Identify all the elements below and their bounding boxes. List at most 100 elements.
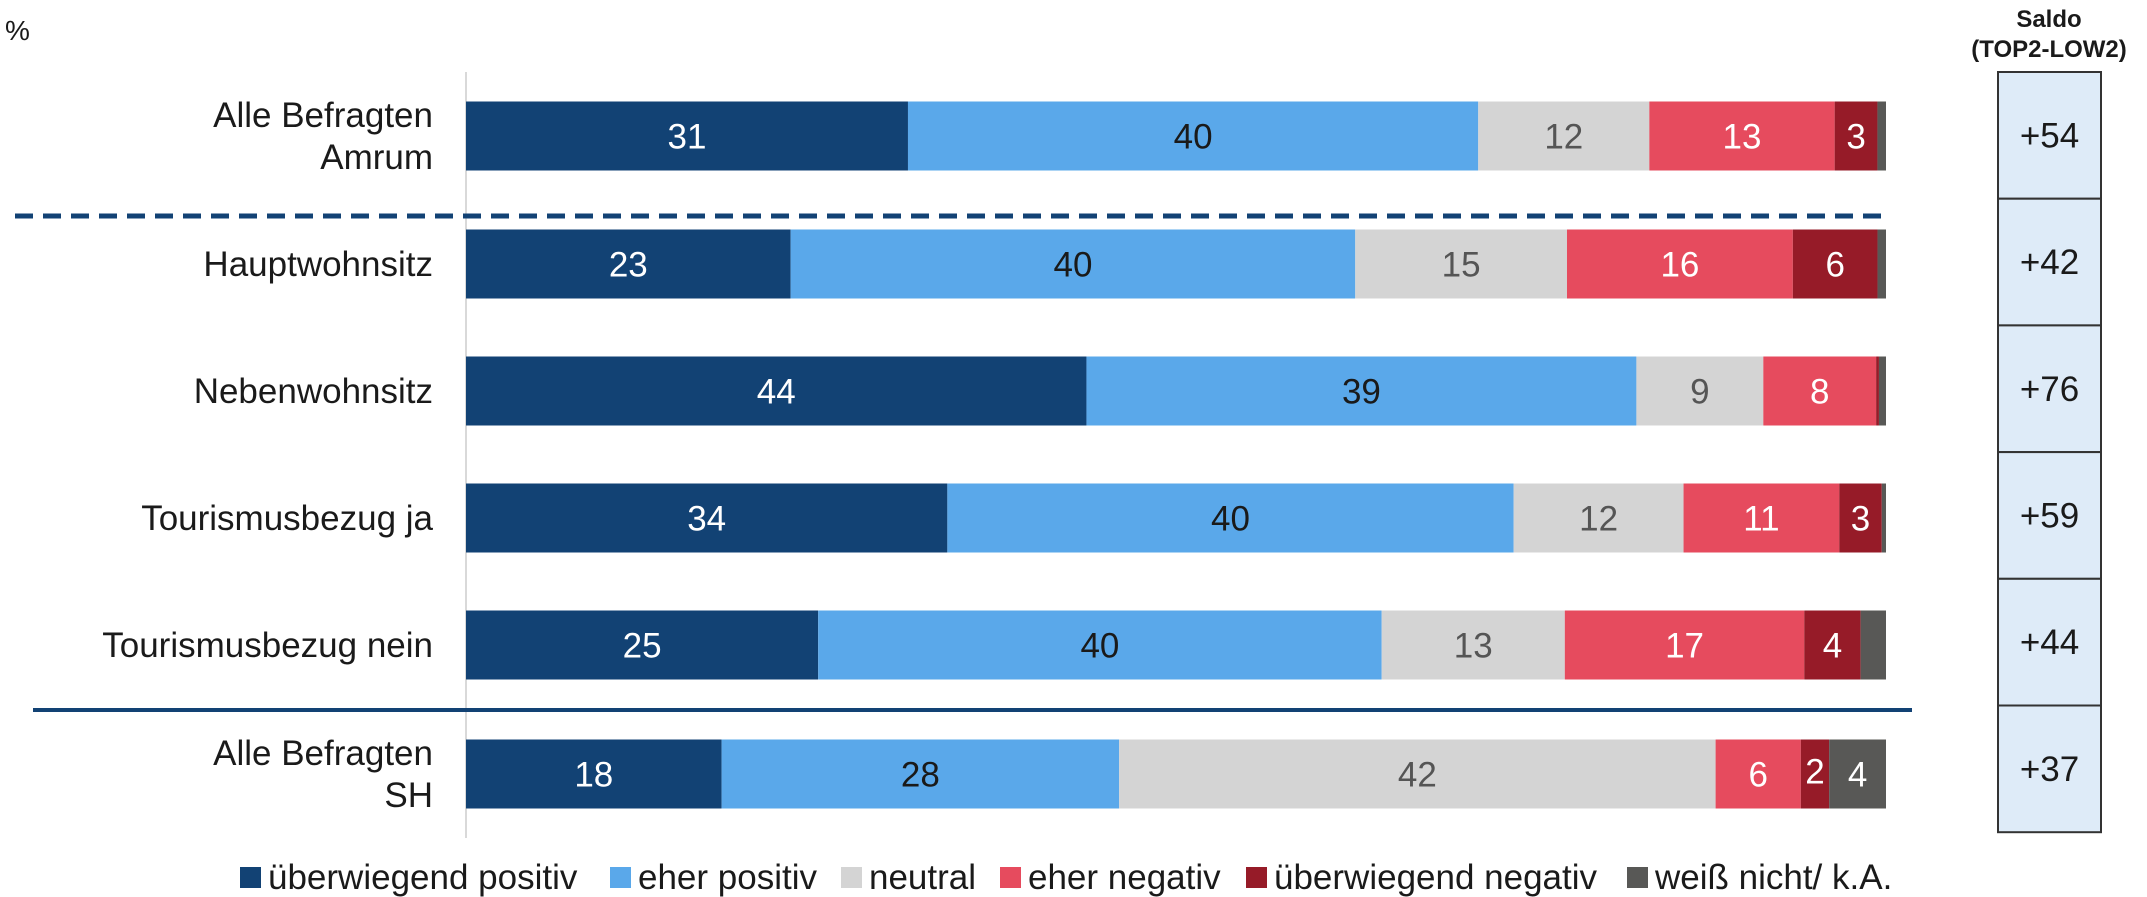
bar-segment bbox=[1860, 610, 1886, 680]
bar-segment bbox=[1636, 356, 1764, 426]
bar-segment bbox=[466, 229, 791, 299]
segment-labels: 31 40 12 13 323 40 15 16 644 39 9 834 40 12 11 325 40 13 1… bbox=[574, 118, 1870, 795]
category-label-line: Amrum bbox=[320, 138, 433, 177]
bar-segment bbox=[1800, 739, 1830, 809]
bar-segment bbox=[1839, 483, 1882, 553]
data-label: 3 bbox=[1851, 500, 1870, 539]
bar-segment bbox=[1715, 739, 1801, 809]
bar-segment bbox=[1804, 610, 1861, 680]
bar-segment bbox=[1119, 739, 1716, 809]
category-label-line: Hauptwohnsitz bbox=[203, 245, 433, 284]
bar-segment bbox=[1878, 356, 1886, 426]
legend-label: neutral bbox=[869, 858, 976, 897]
data-label: 23 bbox=[609, 246, 648, 285]
data-label: 4 bbox=[1823, 627, 1842, 666]
category-label-line: Tourismusbezug ja bbox=[141, 499, 433, 538]
category-label-line: Nebenwohnsitz bbox=[194, 372, 433, 411]
saldo-cell bbox=[1997, 451, 2102, 580]
bar-segment bbox=[1829, 739, 1886, 809]
legend-label: eher negativ bbox=[1028, 858, 1221, 897]
data-label: 15 bbox=[1442, 246, 1481, 285]
bar-segment bbox=[818, 610, 1382, 680]
data-label: 13 bbox=[1454, 627, 1493, 666]
unit-label: % bbox=[5, 15, 30, 46]
category-label: Alle Befragten Amrum bbox=[213, 96, 433, 177]
bar-segment bbox=[1763, 356, 1877, 426]
legend-label: überwiegend positiv bbox=[268, 858, 578, 897]
bar-segment bbox=[790, 229, 1356, 299]
data-label: 40 bbox=[1174, 118, 1213, 157]
data-label: 39 bbox=[1342, 373, 1381, 412]
saldo-value: +76 bbox=[2020, 370, 2079, 409]
bar-segment bbox=[466, 483, 948, 553]
legend-swatch bbox=[841, 867, 862, 888]
bar-segment bbox=[1564, 610, 1805, 680]
saldo-cell bbox=[1997, 704, 2102, 834]
data-label: 40 bbox=[1211, 500, 1250, 539]
saldo-value: +54 bbox=[2020, 116, 2079, 155]
data-label: 42 bbox=[1398, 756, 1437, 795]
data-label: 3 bbox=[1846, 118, 1865, 157]
saldo-value: +37 bbox=[2020, 750, 2079, 789]
data-label: 44 bbox=[757, 373, 796, 412]
bar-segment bbox=[1086, 356, 1637, 426]
saldo-cell bbox=[1997, 324, 2102, 454]
legend-swatch bbox=[610, 867, 631, 888]
saldo-cell bbox=[1997, 197, 2102, 327]
saldo-value: +44 bbox=[2020, 623, 2079, 662]
category-label-line: Alle Befragten bbox=[213, 734, 433, 773]
category-label: Tourismusbezug nein bbox=[102, 626, 433, 665]
data-label: 6 bbox=[1825, 246, 1844, 285]
bar-segment bbox=[466, 610, 819, 680]
data-label: 9 bbox=[1690, 373, 1709, 412]
saldo-value: +42 bbox=[2020, 243, 2079, 282]
bar-segment bbox=[1877, 101, 1886, 171]
saldo-header-line: (TOP2-LOW2) bbox=[1971, 36, 2127, 63]
legend-swatch bbox=[1627, 867, 1648, 888]
data-label: 2 bbox=[1805, 752, 1824, 791]
data-label: 18 bbox=[574, 756, 613, 795]
saldo-column: +54 +42 +76 +59 +44 +37 bbox=[1997, 71, 2102, 834]
bar-segment bbox=[466, 356, 1087, 426]
bar-segment bbox=[1566, 229, 1793, 299]
data-label: 28 bbox=[901, 756, 940, 795]
data-label: 31 bbox=[668, 118, 707, 157]
category-label-line: Tourismusbezug nein bbox=[102, 626, 433, 665]
data-label: 40 bbox=[1080, 627, 1119, 666]
category-label: Hauptwohnsitz bbox=[203, 245, 433, 284]
category-label: Tourismusbezug ja bbox=[141, 499, 433, 538]
legend: überwiegend positiv eher positiv neutral eh… bbox=[240, 858, 1892, 897]
bar-segment bbox=[1513, 483, 1684, 553]
bar-segment bbox=[1792, 229, 1878, 299]
bar-segment bbox=[1683, 483, 1840, 553]
data-label: 8 bbox=[1810, 373, 1829, 412]
data-label: 40 bbox=[1053, 246, 1092, 285]
bar-segment bbox=[1381, 610, 1565, 680]
bar-segment bbox=[1876, 356, 1879, 426]
bar-segment bbox=[1834, 101, 1878, 171]
saldo-cell bbox=[1997, 577, 2102, 707]
legend-swatch bbox=[1246, 867, 1267, 888]
saldo-header-line: Saldo bbox=[2016, 6, 2081, 33]
category-label-line: SH bbox=[384, 776, 433, 815]
category-label: Alle Befragten SH bbox=[213, 734, 433, 815]
category-label-line: Alle Befragten bbox=[213, 96, 433, 135]
data-label: 6 bbox=[1748, 756, 1767, 795]
legend-label: weiß nicht/ k.A. bbox=[1654, 858, 1892, 897]
saldo-header: Saldo (TOP2-LOW2) bbox=[1971, 6, 2127, 63]
bar-segment bbox=[907, 101, 1479, 171]
data-label: 17 bbox=[1665, 627, 1704, 666]
bar-segment bbox=[1478, 101, 1650, 171]
bars bbox=[466, 101, 1886, 809]
bar-segment bbox=[1877, 229, 1886, 299]
bar-segment bbox=[466, 101, 908, 171]
bar-segment bbox=[466, 739, 722, 809]
bar-segment bbox=[1649, 101, 1835, 171]
bar-segment bbox=[1355, 229, 1567, 299]
data-label: 25 bbox=[623, 627, 662, 666]
data-label: 16 bbox=[1660, 246, 1699, 285]
legend-label: eher positiv bbox=[638, 858, 817, 897]
bar-segment bbox=[947, 483, 1514, 553]
data-label: 34 bbox=[687, 500, 726, 539]
